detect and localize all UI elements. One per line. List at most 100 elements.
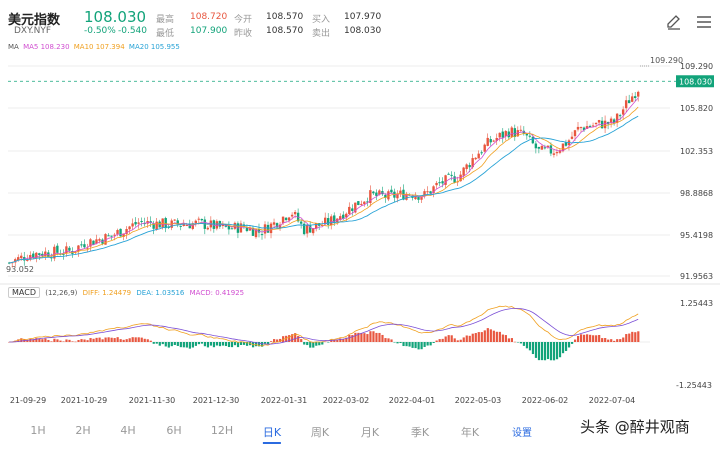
macd-bar xyxy=(444,336,447,342)
candle xyxy=(525,133,529,136)
candle xyxy=(612,119,616,124)
date-axis-label: 2022-06-02 xyxy=(521,396,569,405)
candle xyxy=(477,153,480,159)
candle xyxy=(441,181,444,184)
macd-bar xyxy=(447,335,450,342)
quote-label-bid: 买入 xyxy=(312,15,331,25)
candle xyxy=(197,218,200,220)
candle xyxy=(363,201,366,204)
candle xyxy=(564,142,568,146)
candle xyxy=(98,239,101,241)
macd-value: MACD: 0.41925 xyxy=(189,289,245,297)
candle xyxy=(254,229,258,238)
quote-value-low: 107.900 xyxy=(190,26,228,36)
candle xyxy=(56,245,59,253)
tab-2H[interactable]: 2H xyxy=(75,424,91,437)
tab-12H[interactable]: 12H xyxy=(210,424,234,437)
last-price-tag xyxy=(676,75,714,88)
macd-bar xyxy=(345,337,348,342)
macd-bar xyxy=(270,341,273,342)
candle xyxy=(570,136,574,139)
macd-bar xyxy=(35,338,38,342)
tab-季K[interactable]: 季K xyxy=(410,426,430,439)
macd-bar xyxy=(74,341,77,343)
macd-bar xyxy=(501,334,504,342)
macd-bar xyxy=(164,342,167,347)
macd-bar xyxy=(119,339,122,342)
candle xyxy=(74,251,77,253)
macd-bar xyxy=(399,342,402,344)
macd-bar xyxy=(411,342,414,348)
macd-bar xyxy=(68,339,71,342)
macd-bar xyxy=(552,342,556,361)
candle xyxy=(531,136,535,144)
macd-bar xyxy=(628,333,631,342)
candle xyxy=(38,253,41,255)
macd-bar xyxy=(170,342,173,347)
tab-4H[interactable]: 4H xyxy=(120,424,136,437)
macd-bar xyxy=(56,339,59,342)
tab-6H[interactable]: 6H xyxy=(166,424,182,437)
macd-bar xyxy=(71,341,74,342)
menu-icon[interactable] xyxy=(694,12,714,32)
candle xyxy=(185,225,188,227)
candle xyxy=(287,217,291,221)
macd-bar xyxy=(273,339,276,342)
macd-bar xyxy=(589,334,592,342)
macd-bar xyxy=(558,342,562,358)
candle xyxy=(320,225,324,227)
candle xyxy=(594,122,598,125)
tab-月K[interactable]: 月K xyxy=(360,426,380,439)
candle xyxy=(519,129,523,131)
candle xyxy=(354,202,357,213)
tab-1H[interactable]: 1H xyxy=(30,424,46,437)
macd-bar xyxy=(191,342,194,348)
candle xyxy=(450,174,453,176)
macd-bar xyxy=(619,339,622,342)
candle xyxy=(552,153,556,155)
macd-bar xyxy=(221,342,225,346)
candle xyxy=(86,247,89,249)
macd-bar xyxy=(50,341,53,342)
candle xyxy=(330,216,333,226)
macd-bar xyxy=(143,338,146,342)
price-axis-label: 102.353 xyxy=(680,147,713,156)
macd-bar xyxy=(321,342,324,345)
candle xyxy=(206,227,210,230)
candle xyxy=(116,230,119,235)
candle xyxy=(420,197,423,200)
ma5-value: MA5 108.230 xyxy=(23,43,70,51)
tab-日K[interactable]: 日K xyxy=(262,426,282,444)
macd-bar xyxy=(408,342,411,347)
candle xyxy=(408,194,411,196)
macd-bar xyxy=(215,342,219,346)
macd-bar xyxy=(32,339,35,342)
candle xyxy=(80,244,83,246)
macd-bar xyxy=(95,337,98,342)
tab-周K[interactable]: 周K xyxy=(310,426,330,439)
pencil-icon[interactable] xyxy=(664,12,684,32)
macd-indicator-button[interactable]: MACD xyxy=(8,287,40,298)
price-chart[interactable]: 109.290 105.820 102.353 98.8868 95.4198 91.95… xyxy=(0,0,720,400)
macd-bar xyxy=(327,342,330,343)
date-axis-label: 2022-01-31 xyxy=(260,396,308,405)
candle xyxy=(104,234,107,245)
candle xyxy=(633,96,637,98)
candle xyxy=(360,203,363,205)
ma-label: MA xyxy=(8,43,19,51)
candle xyxy=(429,191,432,194)
settings-button[interactable]: 设置 xyxy=(512,428,532,439)
candle xyxy=(188,224,191,229)
candle xyxy=(561,143,565,152)
macd-bar xyxy=(59,340,62,342)
tab-年K[interactable]: 年K xyxy=(460,426,480,439)
macd-bar xyxy=(113,338,116,342)
candle xyxy=(333,215,336,223)
candle xyxy=(128,226,131,230)
macd-bar xyxy=(426,342,429,346)
price-axis-label: 98.8868 xyxy=(680,189,713,198)
candle xyxy=(435,182,438,186)
macd-bar xyxy=(248,342,252,346)
candle xyxy=(89,239,92,247)
candle xyxy=(77,245,80,252)
